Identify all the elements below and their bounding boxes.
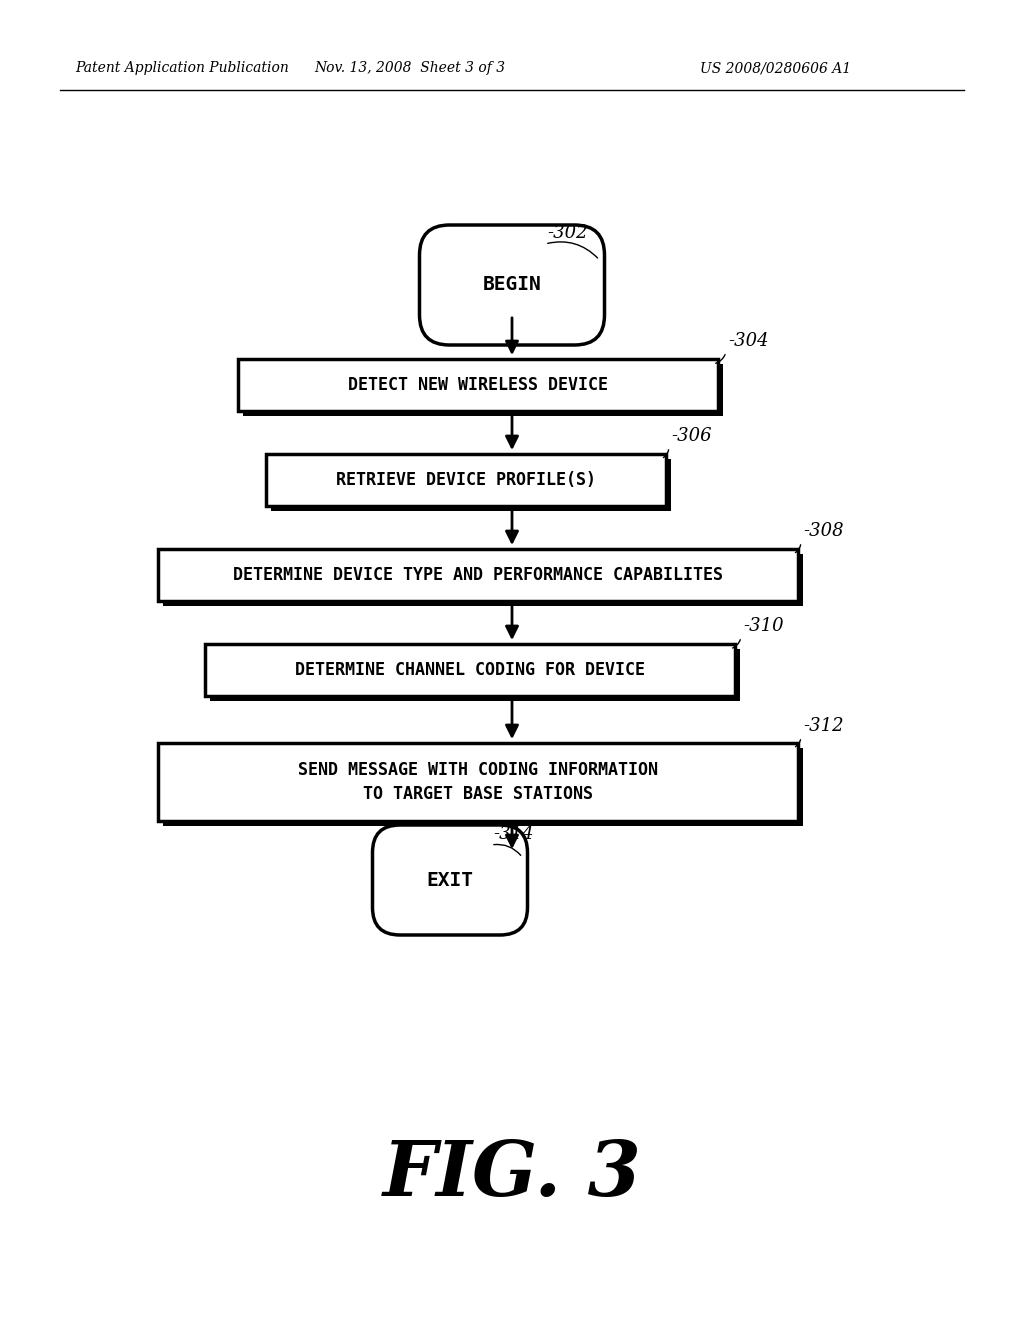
Text: -306: -306	[671, 426, 712, 445]
Text: -314: -314	[493, 825, 534, 843]
Bar	[210, 649, 740, 701]
Text: -308: -308	[803, 521, 844, 540]
Bar	[238, 359, 718, 411]
Bar	[205, 644, 735, 696]
Text: RETRIEVE DEVICE PROFILE(S): RETRIEVE DEVICE PROFILE(S)	[336, 471, 596, 488]
Text: US 2008/0280606 A1: US 2008/0280606 A1	[700, 61, 851, 75]
Bar	[271, 459, 671, 511]
Text: DETERMINE DEVICE TYPE AND PERFORMANCE CAPABILITES: DETERMINE DEVICE TYPE AND PERFORMANCE CA…	[233, 566, 723, 583]
Text: -312: -312	[803, 717, 844, 735]
Text: SEND MESSAGE WITH CODING INFORMATION
TO TARGET BASE STATIONS: SEND MESSAGE WITH CODING INFORMATION TO …	[298, 762, 658, 803]
FancyBboxPatch shape	[373, 825, 527, 935]
Bar	[158, 549, 798, 601]
Text: -304: -304	[728, 333, 769, 350]
Text: -302: -302	[547, 224, 588, 242]
Text: -310: -310	[743, 616, 783, 635]
FancyBboxPatch shape	[420, 224, 604, 345]
Bar	[163, 748, 803, 826]
Text: EXIT: EXIT	[427, 870, 473, 890]
Text: Patent Application Publication: Patent Application Publication	[75, 61, 289, 75]
Text: BEGIN: BEGIN	[482, 276, 542, 294]
Bar	[158, 743, 798, 821]
Text: FIG. 3: FIG. 3	[383, 1138, 641, 1212]
Bar	[243, 364, 723, 416]
Bar	[266, 454, 666, 506]
Text: DETERMINE CHANNEL CODING FOR DEVICE: DETERMINE CHANNEL CODING FOR DEVICE	[295, 661, 645, 678]
Text: DETECT NEW WIRELESS DEVICE: DETECT NEW WIRELESS DEVICE	[348, 376, 608, 393]
Text: Nov. 13, 2008  Sheet 3 of 3: Nov. 13, 2008 Sheet 3 of 3	[314, 61, 506, 75]
Bar	[163, 554, 803, 606]
